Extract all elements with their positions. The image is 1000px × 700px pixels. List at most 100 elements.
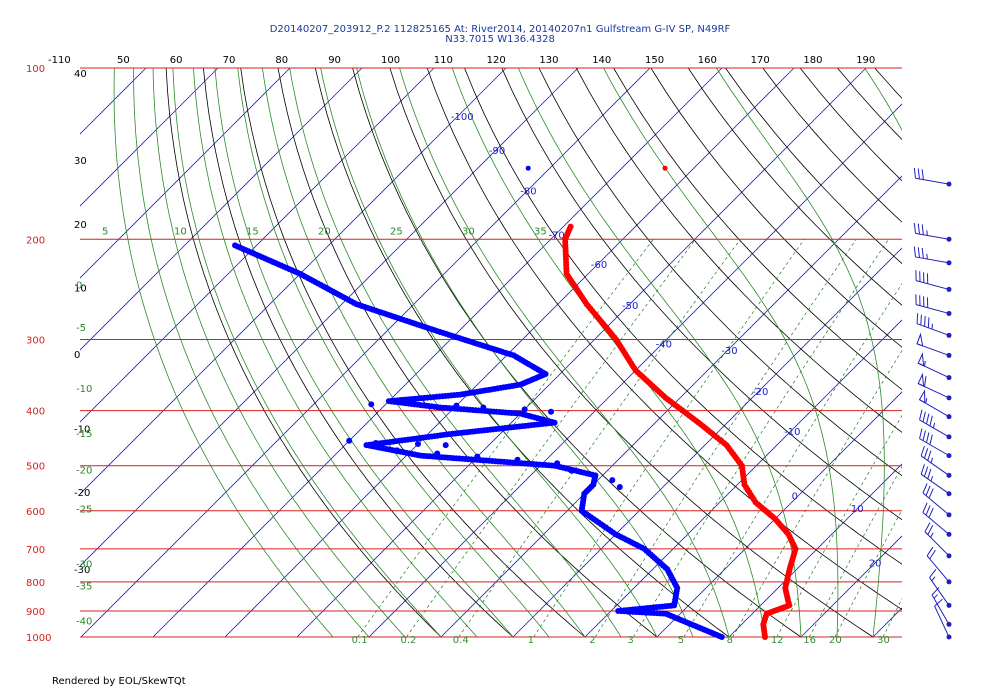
- pressure-tick-label: 900: [26, 607, 45, 618]
- top-scale-label: -110: [48, 55, 71, 66]
- moist-adiabat-label: -30: [76, 559, 92, 570]
- wind-barb: [922, 483, 952, 518]
- wind-barb-half: [925, 397, 928, 404]
- top-scale-label: 190: [856, 55, 875, 66]
- isotherm-label: 0: [792, 491, 798, 502]
- left-axis-label: 40: [74, 69, 87, 80]
- pressure-tick-label: 1000: [26, 633, 51, 644]
- wind-barb: [913, 222, 952, 242]
- wind-barb-staff: [915, 256, 950, 264]
- wind-barb-full: [927, 468, 932, 479]
- moist-adiabat-label: 30: [462, 226, 475, 237]
- isotherm-label: -10: [784, 427, 800, 438]
- wind-barb-full: [925, 413, 930, 425]
- wind-barb-staff: [919, 419, 950, 438]
- wind-barb-full: [922, 502, 928, 513]
- isotherm-label: -50: [622, 301, 638, 312]
- wind-barb-half: [932, 422, 936, 429]
- mixing-ratio-label: 16: [803, 635, 816, 646]
- mixing-ratio-label: 0.1: [352, 635, 368, 646]
- dewpoint-scatter-point: [609, 477, 616, 484]
- wind-barb-full: [924, 376, 927, 387]
- isotherm-line: [945, 68, 1000, 637]
- dry-adiabat-line: [912, 68, 1000, 637]
- dry-adiabat-line: [165, 68, 442, 638]
- wind-barb-full: [917, 223, 920, 235]
- dry-adiabat-line: [352, 68, 802, 638]
- dewpoint-scatter-point: [547, 408, 554, 415]
- isotherm-label: -20: [752, 387, 768, 398]
- wind-barb: [920, 464, 952, 497]
- wind-barb-full: [917, 168, 920, 179]
- isotherm-line: [656, 391, 902, 638]
- wind-barb: [919, 428, 952, 459]
- pressure-tick-label: 400: [26, 407, 45, 418]
- wind-barb-full: [917, 247, 920, 258]
- wind-barb-full: [929, 569, 937, 578]
- top-scale-label: 160: [698, 55, 717, 66]
- isotherm-label: -90: [489, 146, 505, 157]
- mixing-ratio-line: [776, 414, 902, 638]
- mixing-ratio-line: [882, 597, 902, 638]
- dry-adiabat-line: [799, 68, 902, 182]
- dry-adiabat-line: [650, 68, 902, 348]
- wind-barb-full: [913, 167, 917, 179]
- moist-adiabat-line: [399, 68, 730, 638]
- left-axis-label: 10: [74, 283, 87, 294]
- isotherm-line: [80, 68, 147, 135]
- moist-adiabat-line: [152, 68, 406, 638]
- isotherm-label: -30: [721, 346, 737, 357]
- moist-adiabat-label: 10: [174, 226, 187, 237]
- dewpoint-scatter-point: [442, 442, 449, 449]
- moist-adiabat-line: [172, 68, 442, 638]
- wind-barb-half: [930, 457, 934, 463]
- dewpoint-scatter-point: [394, 447, 401, 454]
- top-scale-label: 140: [592, 55, 611, 66]
- mixing-ratio-label: 1: [528, 635, 534, 646]
- wind-barb-full: [925, 485, 931, 496]
- isotherm-label: -40: [656, 339, 672, 350]
- wind-barb-full: [926, 546, 934, 557]
- footer-credit: Rendered by EOL/SkewTQt: [52, 676, 186, 687]
- top-scale-label: 180: [803, 55, 822, 66]
- wind-barb-full: [927, 525, 934, 535]
- mixing-ratio-label: 2: [589, 635, 595, 646]
- top-scale-label: 90: [328, 55, 341, 66]
- isotherm-line: [152, 68, 723, 638]
- pressure-tick-label: 500: [26, 462, 45, 473]
- moist-adiabat-line: [603, 68, 839, 637]
- left-axis-label: -30: [74, 565, 90, 576]
- mixing-ratio-label: 20: [829, 635, 842, 646]
- wind-barb-staff: [924, 531, 950, 557]
- top-scale-label: 170: [751, 55, 770, 66]
- left-axis-label: 0: [74, 350, 80, 361]
- dewpoint-scatter-point: [453, 402, 460, 409]
- wind-barb-full: [928, 488, 934, 499]
- moist-adiabat-line: [517, 68, 802, 638]
- wind-barb-full: [920, 464, 925, 475]
- wind-barb-half: [926, 230, 928, 236]
- isotherm-line: [872, 607, 902, 638]
- isotherm-line: [80, 68, 435, 423]
- wind-barb-full: [925, 505, 931, 516]
- wind-barb-flag: [917, 352, 925, 367]
- isotherm-line: [80, 68, 579, 567]
- wind-barb-full: [929, 549, 936, 560]
- wind-barb-staff: [916, 323, 950, 336]
- mixing-ratio-label: 0.4: [453, 635, 469, 646]
- wind-barb-full: [924, 522, 931, 533]
- wind-barb: [929, 569, 952, 608]
- wind-barb: [915, 270, 952, 292]
- moist-adiabat-label: -15: [76, 429, 92, 440]
- wind-barb-staff: [916, 304, 950, 314]
- wind-barb-staff: [929, 577, 950, 606]
- dewpoint-point: [718, 634, 725, 640]
- dry-adiabat-line: [203, 68, 514, 638]
- left-axis-label: 20: [74, 220, 87, 231]
- wind-barb-full: [919, 409, 923, 421]
- isotherm-line: [512, 247, 902, 638]
- wind-barb: [917, 372, 952, 401]
- dry-adiabat-line: [837, 68, 902, 141]
- isotherm-line: [80, 68, 219, 207]
- wind-barb-staff: [931, 594, 950, 625]
